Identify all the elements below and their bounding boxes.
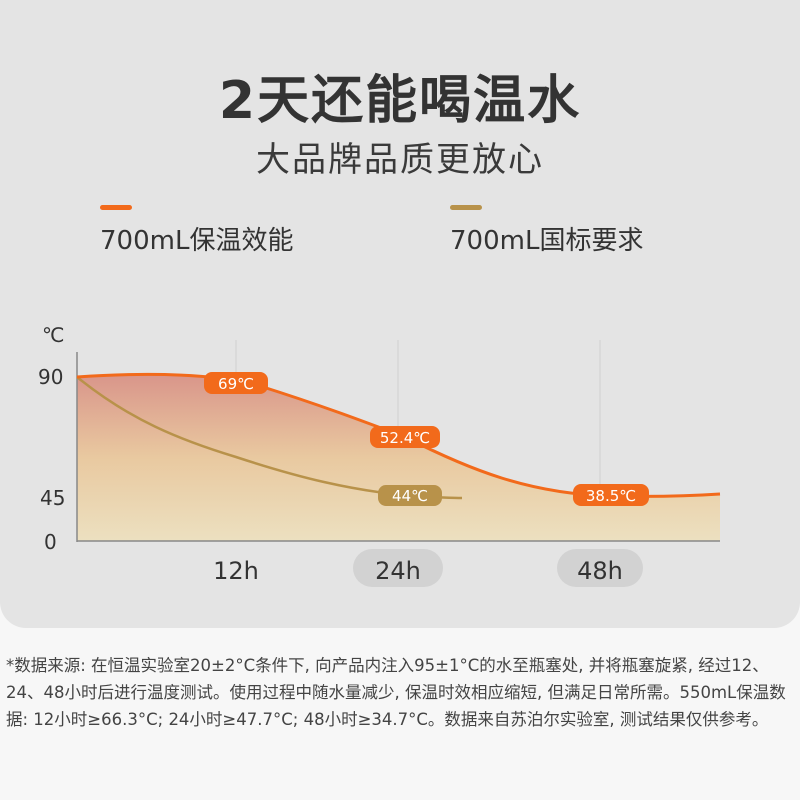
svg-text:69℃: 69℃ — [218, 375, 254, 393]
data-label-52-4: 52.4℃ — [370, 426, 440, 448]
legend-item-2: 700mL国标要求 — [450, 205, 643, 257]
y-tick-45: 45 — [40, 486, 65, 510]
y-tick-90: 90 — [38, 365, 63, 389]
svg-text:52.4℃: 52.4℃ — [380, 429, 430, 447]
x-tick-48h: 48h — [577, 557, 623, 585]
svg-text:44℃: 44℃ — [392, 487, 428, 505]
legend-item-1: 700mL保温效能 — [100, 205, 293, 257]
legend-swatch-gold — [450, 205, 482, 210]
svg-text:38.5℃: 38.5℃ — [586, 487, 636, 505]
y-axis-unit: ℃ — [42, 323, 64, 347]
footnote: *数据来源: 在恒温实验室20±2°C条件下, 向产品内注入95±1°C的水至瓶… — [6, 656, 786, 729]
x-tick-12h: 12h — [213, 557, 259, 585]
y-tick-0: 0 — [44, 530, 57, 554]
data-label-69: 69℃ — [204, 372, 268, 394]
headline: 2天还能喝温水 — [218, 71, 582, 131]
legend-label: 700mL国标要求 — [450, 226, 644, 256]
data-label-38-5: 38.5℃ — [573, 484, 649, 506]
x-pill-24h — [353, 549, 443, 587]
series1-area — [77, 374, 720, 541]
data-label-44: 44℃ — [378, 485, 442, 506]
legend-label: 700mL保温效能 — [100, 226, 294, 256]
subheadline: 大品牌品质更放心 — [256, 140, 544, 180]
x-pill-48h — [557, 549, 643, 587]
x-tick-24h: 24h — [375, 557, 421, 585]
chart: ℃ 90 45 0 12h 24h 48h 69℃ 52.4℃ 38.5℃ 44… — [38, 323, 721, 587]
legend-swatch-orange — [100, 205, 132, 210]
